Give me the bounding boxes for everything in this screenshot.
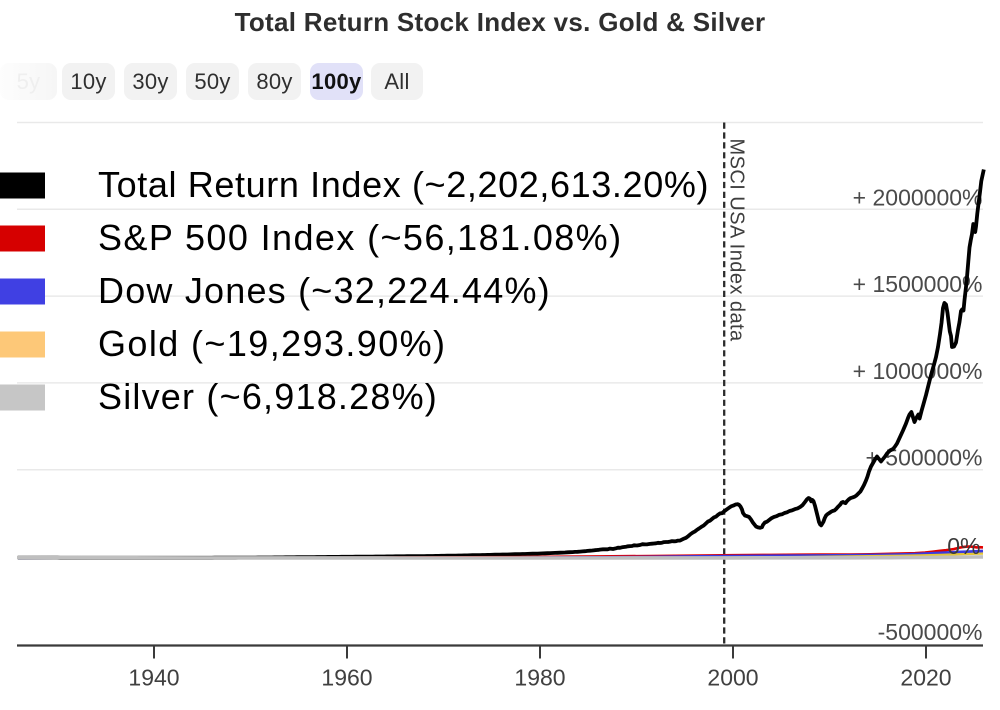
- svg-text:S&P 500 Index (~56,181.08%): S&P 500 Index (~56,181.08%): [98, 217, 623, 258]
- svg-text:Gold (~19,293.90%): Gold (~19,293.90%): [98, 323, 446, 364]
- svg-text:2020: 2020: [900, 665, 951, 691]
- svg-text:+ 1500000%: + 1500000%: [853, 271, 983, 297]
- svg-text:MSCI USA Index data: MSCI USA Index data: [726, 139, 748, 343]
- svg-text:1940: 1940: [128, 665, 179, 691]
- svg-text:+ 2000000%: + 2000000%: [853, 184, 983, 210]
- svg-text:0%: 0%: [947, 533, 980, 559]
- svg-text:2000: 2000: [707, 665, 758, 691]
- svg-text:Total Return Index (~2,202,613: Total Return Index (~2,202,613.20%): [98, 164, 709, 205]
- svg-text:-500000%: -500000%: [878, 619, 983, 645]
- svg-text:Dow Jones (~32,224.44%): Dow Jones (~32,224.44%): [98, 270, 551, 311]
- svg-text:1960: 1960: [321, 665, 372, 691]
- svg-text:Silver (~6,918.28%): Silver (~6,918.28%): [98, 376, 438, 417]
- svg-text:1980: 1980: [514, 665, 565, 691]
- svg-text:+ 1000000%: + 1000000%: [853, 358, 983, 384]
